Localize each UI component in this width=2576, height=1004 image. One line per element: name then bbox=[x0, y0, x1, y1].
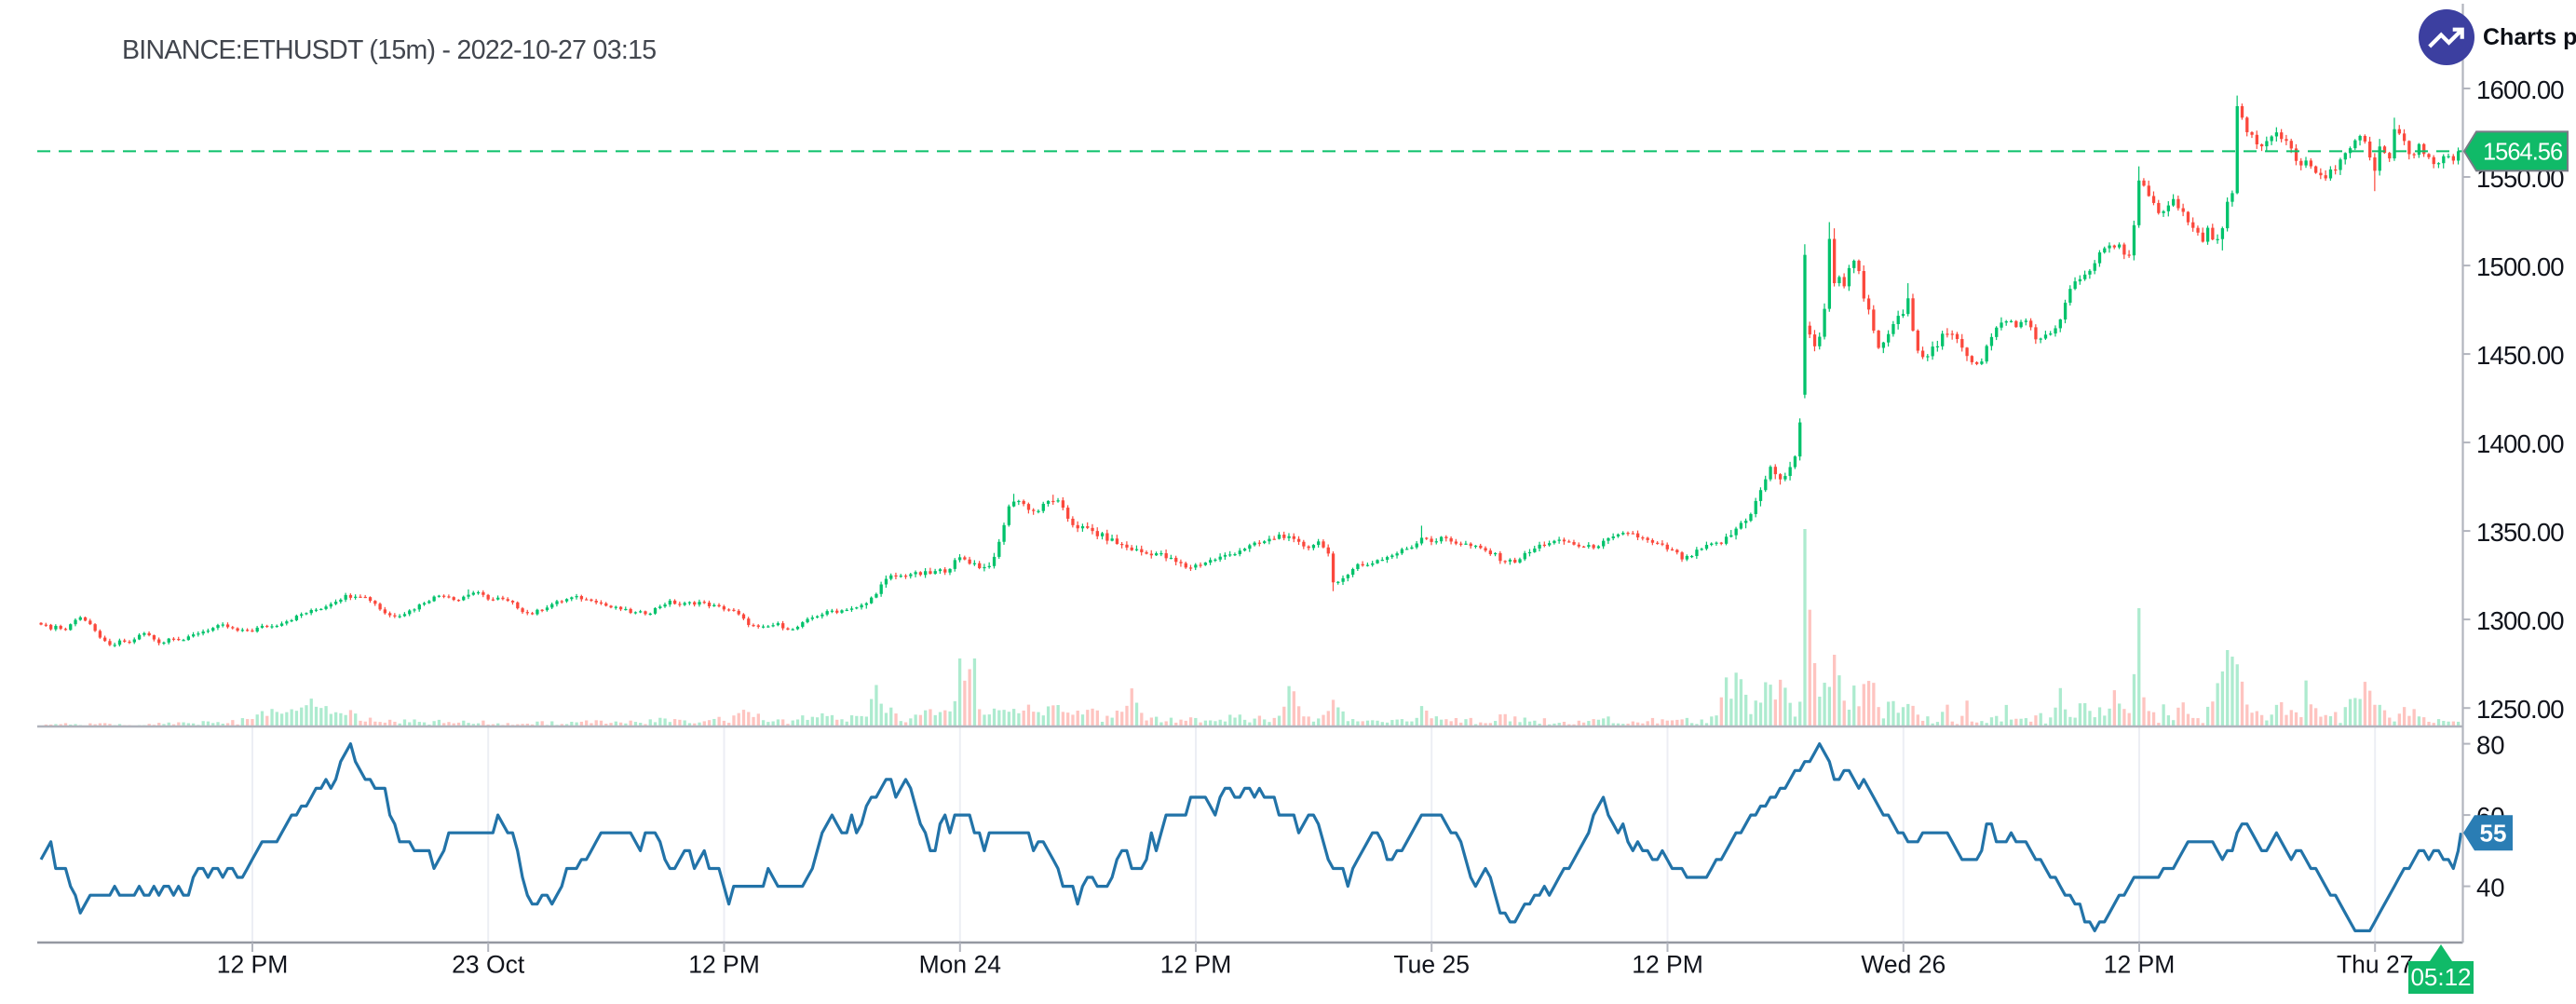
svg-text:Wed 26: Wed 26 bbox=[1861, 951, 1946, 979]
svg-text:Tue 25: Tue 25 bbox=[1393, 951, 1470, 979]
svg-text:1564.56: 1564.56 bbox=[2483, 139, 2563, 165]
svg-text:55: 55 bbox=[2480, 820, 2507, 848]
svg-text:05:12: 05:12 bbox=[2410, 963, 2471, 991]
svg-text:40: 40 bbox=[2476, 874, 2505, 902]
svg-text:Mon 24: Mon 24 bbox=[919, 951, 1001, 979]
svg-text:1600.00: 1600.00 bbox=[2476, 75, 2564, 104]
svg-text:12 PM: 12 PM bbox=[1160, 951, 1232, 979]
svg-text:12 PM: 12 PM bbox=[217, 951, 289, 979]
svg-text:1350.00: 1350.00 bbox=[2476, 518, 2564, 547]
svg-text:1300.00: 1300.00 bbox=[2476, 606, 2564, 635]
svg-text:1500.00: 1500.00 bbox=[2476, 252, 2564, 281]
svg-text:Charts powered by TradingView: Charts powered by TradingView bbox=[2483, 24, 2576, 50]
svg-text:80: 80 bbox=[2476, 731, 2505, 760]
svg-text:12 PM: 12 PM bbox=[2104, 951, 2176, 979]
svg-text:12 PM: 12 PM bbox=[1632, 951, 1703, 979]
svg-text:23 Oct: 23 Oct bbox=[452, 951, 525, 979]
svg-text:Thu 27: Thu 27 bbox=[2337, 951, 2414, 979]
svg-text:BINANCE:ETHUSDT (15m) - 2022-1: BINANCE:ETHUSDT (15m) - 2022-10-27 03:15 bbox=[122, 35, 656, 65]
svg-text:12 PM: 12 PM bbox=[688, 951, 760, 979]
svg-text:1400.00: 1400.00 bbox=[2476, 429, 2564, 458]
svg-text:1250.00: 1250.00 bbox=[2476, 695, 2564, 724]
svg-text:1450.00: 1450.00 bbox=[2476, 341, 2564, 370]
